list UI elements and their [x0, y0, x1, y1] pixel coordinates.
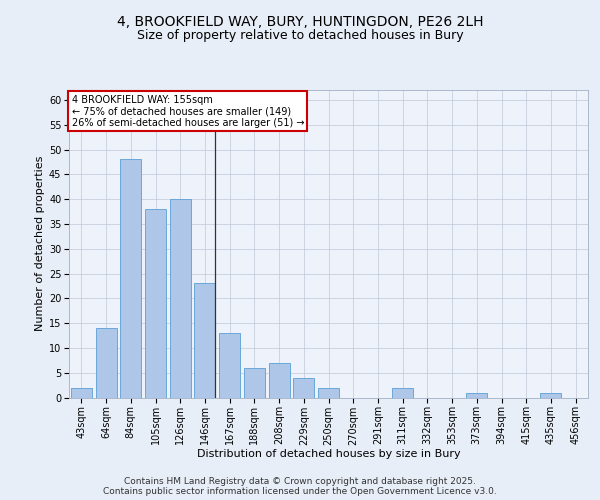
- X-axis label: Distribution of detached houses by size in Bury: Distribution of detached houses by size …: [197, 448, 460, 458]
- Bar: [466, 392, 487, 398]
- Text: Contains HM Land Registry data © Crown copyright and database right 2025.
Contai: Contains HM Land Registry data © Crown c…: [103, 476, 497, 496]
- Bar: [318, 388, 339, 398]
- Bar: [293, 378, 314, 398]
- Text: Size of property relative to detached houses in Bury: Size of property relative to detached ho…: [137, 30, 463, 43]
- Text: 4, BROOKFIELD WAY, BURY, HUNTINGDON, PE26 2LH: 4, BROOKFIELD WAY, BURY, HUNTINGDON, PE2…: [117, 16, 483, 30]
- Bar: [120, 160, 141, 398]
- Bar: [71, 388, 92, 398]
- Bar: [194, 284, 215, 398]
- Y-axis label: Number of detached properties: Number of detached properties: [35, 156, 44, 332]
- Bar: [170, 199, 191, 398]
- Bar: [145, 209, 166, 398]
- Bar: [244, 368, 265, 398]
- Bar: [392, 388, 413, 398]
- Bar: [541, 392, 562, 398]
- Bar: [95, 328, 116, 398]
- Bar: [269, 363, 290, 398]
- Bar: [219, 333, 240, 398]
- Text: 4 BROOKFIELD WAY: 155sqm
← 75% of detached houses are smaller (149)
26% of semi-: 4 BROOKFIELD WAY: 155sqm ← 75% of detach…: [71, 94, 304, 128]
